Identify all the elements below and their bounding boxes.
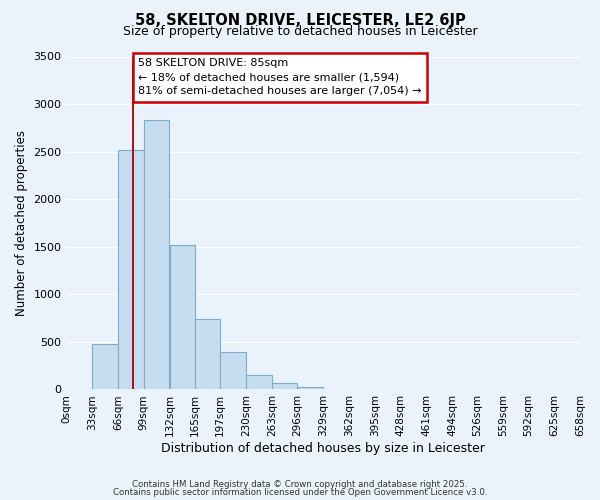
Bar xyxy=(246,374,272,390)
Text: Size of property relative to detached houses in Leicester: Size of property relative to detached ho… xyxy=(122,25,478,38)
Bar xyxy=(220,352,246,390)
Text: Contains HM Land Registry data © Crown copyright and database right 2025.: Contains HM Land Registry data © Crown c… xyxy=(132,480,468,489)
Y-axis label: Number of detached properties: Number of detached properties xyxy=(15,130,28,316)
Bar xyxy=(144,120,169,390)
Bar xyxy=(92,344,118,390)
Bar xyxy=(118,150,143,390)
Bar xyxy=(170,245,195,390)
Text: 58, SKELTON DRIVE, LEICESTER, LE2 6JP: 58, SKELTON DRIVE, LEICESTER, LE2 6JP xyxy=(134,12,466,28)
Bar xyxy=(196,318,220,390)
Bar xyxy=(298,386,323,390)
Bar xyxy=(272,384,298,390)
Text: 58 SKELTON DRIVE: 85sqm
← 18% of detached houses are smaller (1,594)
81% of semi: 58 SKELTON DRIVE: 85sqm ← 18% of detache… xyxy=(139,58,422,96)
X-axis label: Distribution of detached houses by size in Leicester: Distribution of detached houses by size … xyxy=(161,442,485,455)
Text: Contains public sector information licensed under the Open Government Licence v3: Contains public sector information licen… xyxy=(113,488,487,497)
